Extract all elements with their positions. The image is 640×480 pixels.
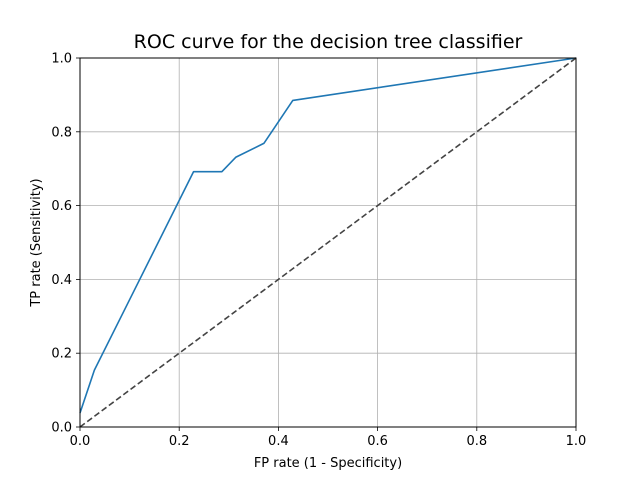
x-tick-label: 0.2 — [169, 434, 190, 449]
y-tick-label: 0.4 — [51, 273, 72, 288]
roc-curve-line — [79, 57, 577, 414]
x-tick-label: 0.8 — [466, 434, 487, 449]
x-tick-label: 0.6 — [367, 434, 388, 449]
y-tick-label: 0.2 — [51, 347, 72, 362]
random-classifier-diagonal-line — [79, 57, 577, 428]
ticks: 0.0 0.2 0.4 0.6 0.8 1.0 0.0 0.2 0.4 0.6 0.8 1.0 — [51, 52, 586, 450]
x-tick-label: 0.0 — [70, 434, 91, 449]
y-axis-label: TP rate (Sensitivity) — [29, 178, 44, 307]
series-layer — [79, 57, 577, 428]
y-tick-label: 0.8 — [51, 125, 72, 140]
plot-frame — [79, 57, 577, 428]
y-tick-label: 0.0 — [51, 421, 72, 436]
chart-title: ROC curve for the decision tree classifi… — [134, 31, 523, 53]
x-tick-label: 1.0 — [566, 434, 587, 449]
x-tick-label: 0.4 — [268, 434, 289, 449]
x-axis-label: FP rate (1 - Specificity) — [254, 456, 402, 471]
y-tick-label: 1.0 — [51, 52, 72, 67]
y-tick-label: 0.6 — [51, 199, 72, 214]
